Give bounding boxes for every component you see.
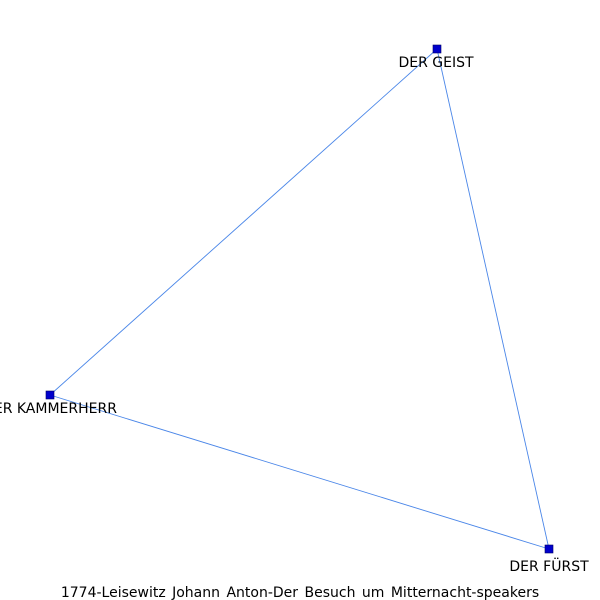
edge-geist-kammerherr [49, 48, 438, 396]
node-label-der-geist: DER GEIST [398, 55, 474, 71]
edge-geist-fuerst [436, 48, 550, 550]
edges-layer [49, 48, 550, 550]
node-label-der-fuerst: DER FÜRST [509, 557, 589, 575]
node-label-der-kammerherr: DER KAMMERHERR [0, 401, 117, 417]
edge-kammerherr-fuerst [49, 394, 550, 550]
node-der-fuerst[interactable] [544, 544, 554, 554]
node-der-kammerherr[interactable] [45, 390, 55, 400]
node-der-geist[interactable] [432, 44, 442, 54]
labels-layer: DER GEIST DER KAMMERHERR DER FÜRST [0, 55, 589, 575]
diagram-caption: 1774-Leisewitz Johann Anton-Der Besuch u… [61, 585, 539, 600]
nodes-layer [45, 44, 554, 554]
